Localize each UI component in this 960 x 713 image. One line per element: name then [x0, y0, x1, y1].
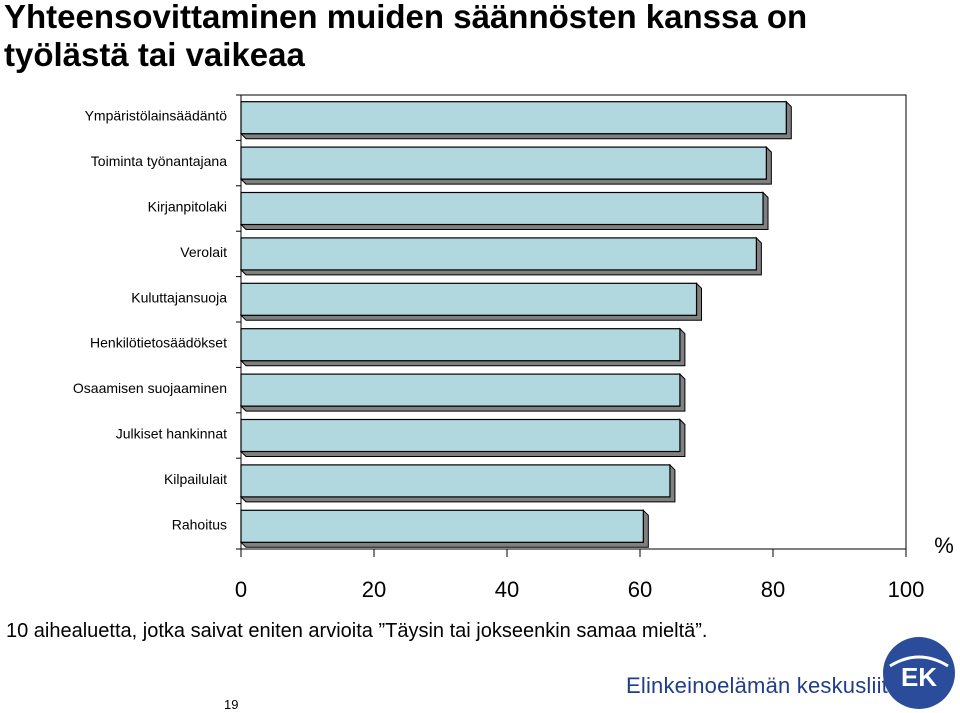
x-tick-label: 100 — [888, 577, 925, 602]
category-label: Toiminta työnantajana — [91, 153, 227, 169]
category-label: Verolait — [180, 244, 227, 260]
bar — [240, 101, 787, 135]
brand-name: Elinkeinoelämän keskusliitto — [626, 673, 907, 698]
bar — [240, 282, 698, 316]
bar — [240, 418, 681, 453]
bar — [240, 191, 764, 226]
category-label: Kirjanpitolaki — [148, 199, 227, 215]
bar — [240, 328, 681, 362]
x-tick-label: 0 — [235, 577, 247, 602]
footnote: 10 aihealuetta, jotka saivat eniten arvi… — [6, 620, 708, 642]
slide-title: Yhteensovittaminen muiden säännösten kan… — [4, 0, 954, 74]
ek-logo-text: EK — [901, 662, 937, 692]
bar — [240, 237, 757, 271]
bar — [240, 464, 671, 498]
slide-title-line2: työlästä tai vaikeaa — [4, 36, 305, 73]
category-label: Osaamisen suojaaminen — [73, 380, 227, 396]
category-label: Kilpailulait — [164, 471, 227, 487]
ek-logo-arc — [889, 655, 949, 668]
x-tick-label: 60 — [628, 577, 652, 602]
category-label: Kuluttajansuoja — [131, 289, 227, 305]
bar — [240, 146, 767, 180]
x-tick-label: 20 — [362, 577, 386, 602]
ek-logo-circle — [883, 637, 955, 709]
page-number: 19 — [224, 697, 239, 712]
bar — [240, 373, 681, 407]
slide-title-line1: Yhteensovittaminen muiden säännösten kan… — [4, 0, 808, 35]
x-tick-label: 80 — [761, 577, 785, 602]
x-tick-label: 40 — [495, 577, 519, 602]
bar — [240, 509, 644, 543]
x-axis-unit-label: % — [934, 533, 954, 558]
category-label: Ympäristölainsäädäntö — [85, 108, 228, 124]
ek-logo: EK — [883, 637, 955, 709]
category-label: Rahoitus — [172, 516, 227, 532]
category-label: Julkiset hankinnat — [116, 426, 227, 442]
category-label: Henkilötietosäädökset — [90, 335, 227, 351]
